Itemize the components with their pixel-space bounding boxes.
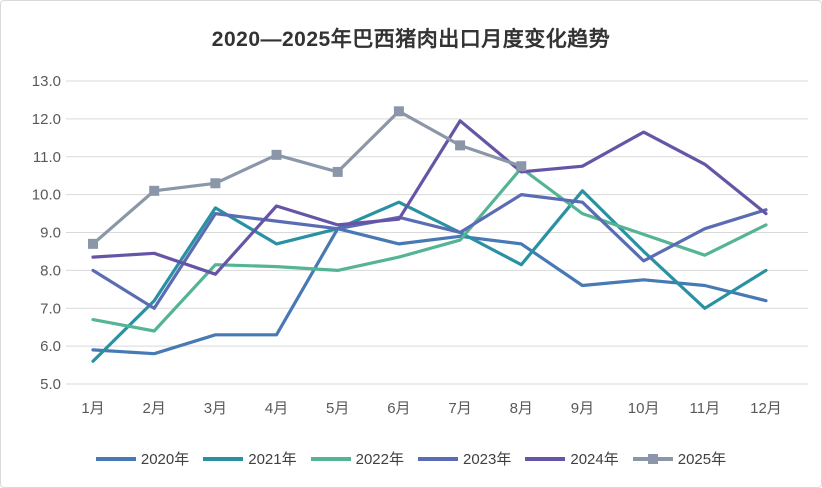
legend-label: 2021年 bbox=[248, 451, 297, 468]
legend-item-2025年: 2025年 bbox=[632, 448, 727, 469]
legend-swatch-icon bbox=[525, 456, 566, 461]
legend-item-2021年: 2021年 bbox=[203, 448, 297, 469]
series-marker-2025年 bbox=[516, 161, 527, 172]
x-axis-tick-label: 3月 bbox=[204, 400, 227, 417]
y-axis-tick-label: 7.0 bbox=[40, 300, 61, 317]
x-axis-tick-label: 1月 bbox=[81, 400, 104, 417]
legend-item-2024年: 2024年 bbox=[525, 448, 619, 469]
y-axis-tick-label: 11.0 bbox=[33, 149, 61, 166]
series-marker-2025年 bbox=[393, 106, 404, 117]
series-line-2021年 bbox=[91, 189, 768, 363]
x-axis-tick-label: 7月 bbox=[448, 400, 471, 417]
series-marker-2025年 bbox=[149, 185, 160, 196]
y-axis-tick-label: 6.0 bbox=[40, 338, 61, 355]
series-line-2025年 bbox=[91, 109, 523, 246]
series-line-2022年 bbox=[91, 166, 768, 333]
legend-label: 2025年 bbox=[677, 451, 727, 468]
series-marker-2025年 bbox=[210, 178, 221, 189]
legend-item-2022年: 2022年 bbox=[310, 448, 404, 469]
x-axis-tick-label: 12月 bbox=[750, 400, 782, 417]
series-marker-2025年 bbox=[271, 149, 282, 160]
x-axis-tick-label: 9月 bbox=[571, 400, 594, 417]
legend-swatch-icon bbox=[203, 456, 244, 461]
y-axis-tick-label: 13.0 bbox=[32, 73, 61, 90]
x-axis-tick-label: 4月 bbox=[265, 400, 288, 417]
x-axis-tick-label: 8月 bbox=[510, 400, 533, 417]
legend-label: 2020年 bbox=[140, 451, 190, 468]
legend-label: 2024年 bbox=[570, 451, 619, 468]
legend-item-2023年: 2023年 bbox=[418, 448, 511, 469]
y-axis-tick-label: 9.0 bbox=[40, 225, 61, 242]
y-axis-tick-label: 12.0 bbox=[32, 111, 61, 128]
y-axis-tick-label: 8.0 bbox=[40, 262, 61, 279]
chart-title: 2020—2025年巴西猪肉出口月度变化趋势 bbox=[211, 28, 611, 51]
x-axis-tick-label: 2月 bbox=[143, 400, 166, 417]
legend-label: 2022年 bbox=[355, 451, 404, 468]
series-line-2023年 bbox=[91, 193, 768, 310]
x-axis-tick-label: 5月 bbox=[326, 400, 349, 417]
series-marker-2025年 bbox=[455, 140, 466, 151]
chart-legend: 2020年 2021年 2022年 2023年 2024年 2025年 bbox=[1, 448, 821, 469]
legend-swatch-icon bbox=[632, 453, 673, 464]
x-axis-tick-label: 11月 bbox=[690, 400, 721, 417]
legend-swatch-icon bbox=[310, 456, 351, 461]
series-line-2020年 bbox=[91, 227, 768, 356]
legend-swatch-icon bbox=[418, 456, 458, 461]
series-marker-2025年 bbox=[88, 238, 98, 249]
legend-label: 2023年 bbox=[463, 451, 512, 468]
y-axis-tick-label: 5.0 bbox=[40, 376, 61, 393]
legend-item-2020年: 2020年 bbox=[95, 448, 190, 469]
y-axis-tick-label: 10.0 bbox=[32, 187, 61, 204]
series-line-2024年 bbox=[91, 119, 768, 276]
x-axis-tick-label: 10月 bbox=[628, 400, 660, 417]
series-marker-2025年 bbox=[332, 166, 343, 177]
x-axis-tick-label: 6月 bbox=[387, 400, 410, 417]
legend-swatch-icon bbox=[95, 456, 136, 461]
